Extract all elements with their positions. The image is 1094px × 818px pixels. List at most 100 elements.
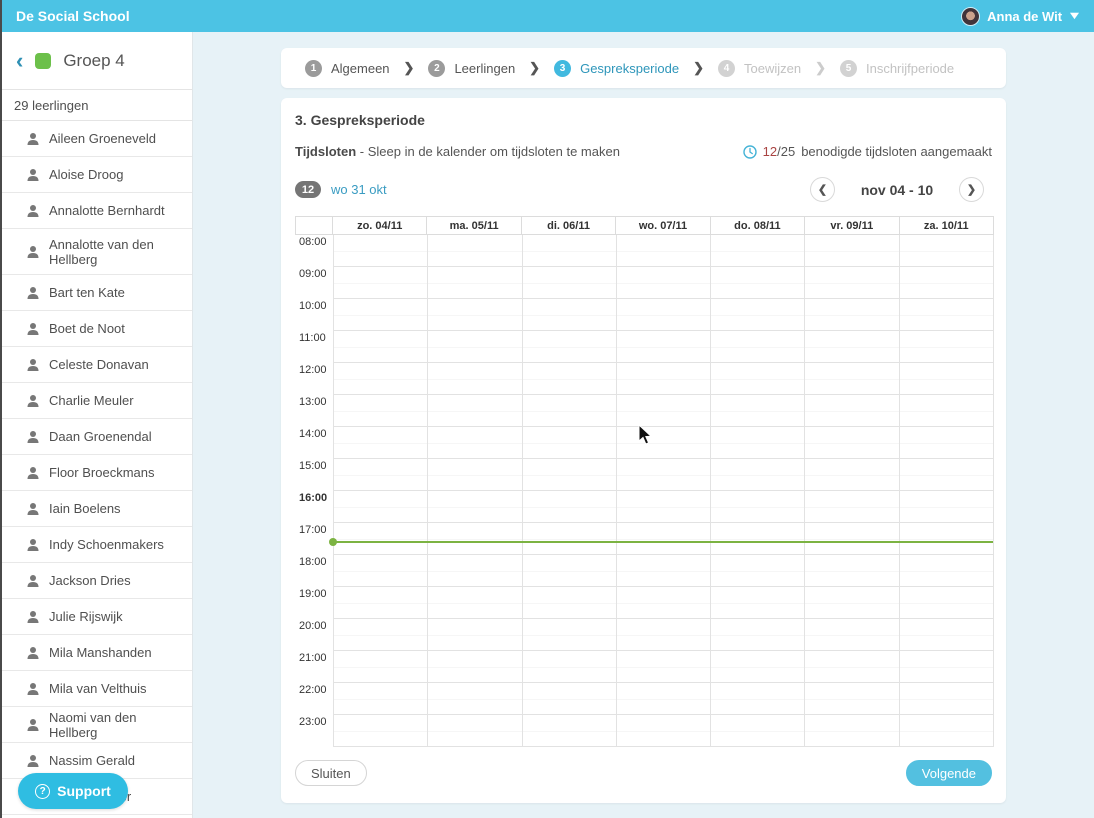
day-header: vr. 09/11 [805,217,900,234]
support-button[interactable]: ? Support [18,773,128,809]
calendar-controls: 12 wo 31 okt ❮ nov 04 - 10 ❯ [295,177,992,202]
next-button[interactable]: Volgende [905,760,992,786]
student-name: Nassim Gerald [49,753,135,768]
slots-created: 12 [762,144,778,159]
hour-label: 18:00 [299,556,327,568]
slots-total: /25 [777,144,796,159]
day-column-ma[interactable] [428,235,523,746]
step-label: Gespreksperiode [580,60,680,76]
chevron-left-icon: ❮ [817,184,828,196]
student-row[interactable]: Boet de Noot [2,311,192,347]
student-row[interactable]: Iain Boelens [2,491,192,527]
person-icon [27,574,39,587]
hour-label: 17:00 [299,524,327,536]
next-week-button[interactable]: ❯ [959,177,984,202]
slots-progress: 12/25 benodigde tijdsloten aangemaakt [742,144,992,159]
student-name: Mila van Velthuis [49,681,147,696]
day-link[interactable]: wo 31 okt [331,182,387,197]
back-icon[interactable]: ‹ [16,47,24,73]
step-number: 4 [717,59,735,77]
window-edge [0,0,2,818]
prev-week-button[interactable]: ❮ [810,177,835,202]
person-icon [27,204,39,217]
day-column-zo[interactable] [334,235,429,746]
student-name: Mila Manshanden [49,645,152,660]
user-name: Anna de Wit [987,8,1063,24]
step-number: 5 [839,59,857,77]
hour-label: 23:00 [299,716,327,728]
tijdsloten-hint-text: - Sleep in de kalender om tijdsloten te … [359,144,620,159]
day-column-di[interactable] [523,235,617,746]
student-name: Annalotte van den Hellberg [49,236,154,267]
tijdsloten-label: Tijdsloten [295,144,357,159]
day-column-do[interactable] [711,235,806,746]
step-inschrijfperiode[interactable]: 5 Inschrijfperiode [839,59,955,77]
day-header: di. 06/11 [522,217,617,234]
student-name: Julie Rijswijk [49,609,123,624]
step-gespreksperiode[interactable]: 3 Gespreksperiode [554,59,680,77]
step-label: Leerlingen [454,60,516,76]
student-row[interactable]: Annalotte Bernhardt [2,193,192,229]
step-toewijzen[interactable]: 4 Toewijzen [717,59,802,77]
student-name: Charlie Meuler [49,393,134,408]
top-bar: De Social School Anna de Wit ▼ [0,0,1094,32]
group-color-dot [35,52,52,69]
student-name: Annalotte Bernhardt [49,203,165,218]
step-label: Inschrijfperiode [865,60,955,76]
sidebar: ‹ Groep 4 29 leerlingen Aileen Groenevel… [2,32,193,818]
day-header: zo. 04/11 [333,217,428,234]
hour-label: 22:00 [299,684,327,696]
student-name: Jackson Dries [49,573,131,588]
person-icon [27,754,39,767]
hour-label: 13:00 [299,396,327,408]
chevron-right-icon: ❯ [693,60,704,75]
student-name: Aileen Groeneveld [49,131,156,146]
chevron-right-icon: ❯ [966,184,977,196]
step-number: 3 [554,59,572,77]
student-row[interactable]: Daan Groenendal [2,419,192,455]
step-leerlingen[interactable]: 2 Leerlingen [428,59,516,77]
student-row[interactable]: Celeste Donavan [2,347,192,383]
question-icon: ? [35,783,51,799]
step-algemeen[interactable]: 1 Algemeen [305,59,390,77]
wizard-footer: Sluiten Volgende [295,760,992,786]
student-name: Celeste Donavan [49,357,149,372]
current-time-dot [329,538,337,546]
group-name: Groep 4 [63,50,125,70]
student-name: Naomi van den Hellberg [49,709,137,740]
student-name: Indy Schoenmakers [49,537,164,552]
student-row[interactable]: Indy Schoenmakers [2,527,192,563]
student-row[interactable]: Jackson Dries [2,563,192,599]
group-header: ‹ Groep 4 [2,32,192,90]
person-icon [27,358,39,371]
student-row[interactable]: Mila Manshanden [2,635,192,671]
day-column-wo[interactable] [617,235,712,746]
user-menu[interactable]: Anna de Wit ▼ [961,6,1082,26]
student-name: Boet de Noot [49,321,125,336]
student-row[interactable]: Mila van Velthuis [2,671,192,707]
clock-icon [742,144,757,159]
student-row[interactable]: Julie Rijswijk [2,599,192,635]
day-header: ma. 05/11 [427,217,522,234]
step-number: 2 [428,59,446,77]
day-header: do. 08/11 [711,217,806,234]
week-calendar: zo. 04/11 ma. 05/11 di. 06/11 wo. 07/11 … [295,216,994,747]
time-gutter-header [296,217,333,234]
student-name: Bart ten Kate [49,285,125,300]
day-column-vr[interactable] [805,235,900,746]
student-row[interactable]: Aloise Droog [2,157,192,193]
day-column-za[interactable] [900,235,993,746]
step-label: Toewijzen [743,60,802,76]
student-row[interactable]: Aileen Groeneveld [2,121,192,157]
tijdsloten-row: Tijdsloten - Sleep in de kalender om tij… [295,144,992,159]
student-row[interactable]: Charlie Meuler [2,383,192,419]
student-row[interactable]: Annalotte van den Hellberg [2,229,192,275]
student-row[interactable]: Naomi van den Hellberg [2,707,192,743]
close-button[interactable]: Sluiten [295,760,367,786]
student-row[interactable]: Bart ten Kate [2,275,192,311]
step-label: Algemeen [331,60,390,76]
calendar-header: zo. 04/11 ma. 05/11 di. 06/11 wo. 07/11 … [295,216,994,235]
student-row[interactable]: Floor Broeckmans [2,455,192,491]
calendar-body: 08:00 09:00 10:00 11:00 12:00 13:00 14:0… [295,235,994,747]
chevron-right-icon: ❯ [403,60,415,75]
